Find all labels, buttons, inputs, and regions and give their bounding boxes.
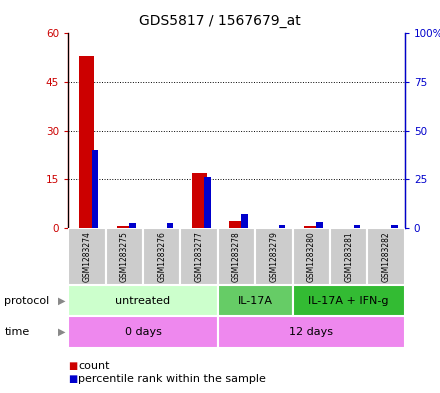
Text: time: time: [4, 327, 29, 337]
Bar: [316, 222, 323, 228]
Text: GSM1283279: GSM1283279: [269, 231, 279, 282]
Text: GSM1283282: GSM1283282: [381, 231, 391, 282]
Bar: [293, 285, 405, 316]
Text: GSM1283280: GSM1283280: [307, 231, 316, 282]
Bar: [218, 228, 255, 285]
Bar: [68, 285, 218, 316]
Text: GDS5817 / 1567679_at: GDS5817 / 1567679_at: [139, 14, 301, 28]
Text: IL-17A + IFN-g: IL-17A + IFN-g: [308, 296, 389, 306]
Bar: [79, 56, 95, 228]
Bar: [293, 228, 330, 285]
Text: ■: ■: [68, 361, 77, 371]
Bar: [304, 226, 319, 228]
Bar: [68, 316, 218, 348]
Bar: [279, 225, 286, 228]
Bar: [92, 150, 99, 228]
Bar: [167, 223, 173, 228]
Bar: [204, 177, 211, 228]
Text: ▶: ▶: [58, 296, 65, 306]
Text: GSM1283278: GSM1283278: [232, 231, 241, 282]
Bar: [192, 173, 207, 228]
Text: GSM1283281: GSM1283281: [344, 231, 353, 282]
Text: GSM1283277: GSM1283277: [194, 231, 204, 282]
Text: GSM1283275: GSM1283275: [120, 231, 129, 282]
Bar: [129, 223, 136, 228]
Text: IL-17A: IL-17A: [238, 296, 273, 306]
Bar: [218, 285, 293, 316]
Text: 12 days: 12 days: [290, 327, 334, 337]
Text: untreated: untreated: [115, 296, 171, 306]
Bar: [330, 228, 367, 285]
Text: protocol: protocol: [4, 296, 50, 306]
Bar: [255, 228, 293, 285]
Bar: [218, 316, 405, 348]
Text: ▶: ▶: [58, 327, 65, 337]
Bar: [354, 225, 360, 228]
Text: count: count: [78, 361, 110, 371]
Bar: [143, 228, 180, 285]
Bar: [180, 228, 218, 285]
Bar: [391, 225, 398, 228]
Text: GSM1283274: GSM1283274: [82, 231, 92, 282]
Bar: [68, 228, 106, 285]
Text: percentile rank within the sample: percentile rank within the sample: [78, 374, 266, 384]
Text: GSM1283276: GSM1283276: [157, 231, 166, 282]
Bar: [229, 221, 244, 228]
Bar: [242, 214, 248, 228]
Bar: [367, 228, 405, 285]
Bar: [117, 226, 132, 228]
Bar: [106, 228, 143, 285]
Text: 0 days: 0 days: [125, 327, 161, 337]
Text: ■: ■: [68, 374, 77, 384]
